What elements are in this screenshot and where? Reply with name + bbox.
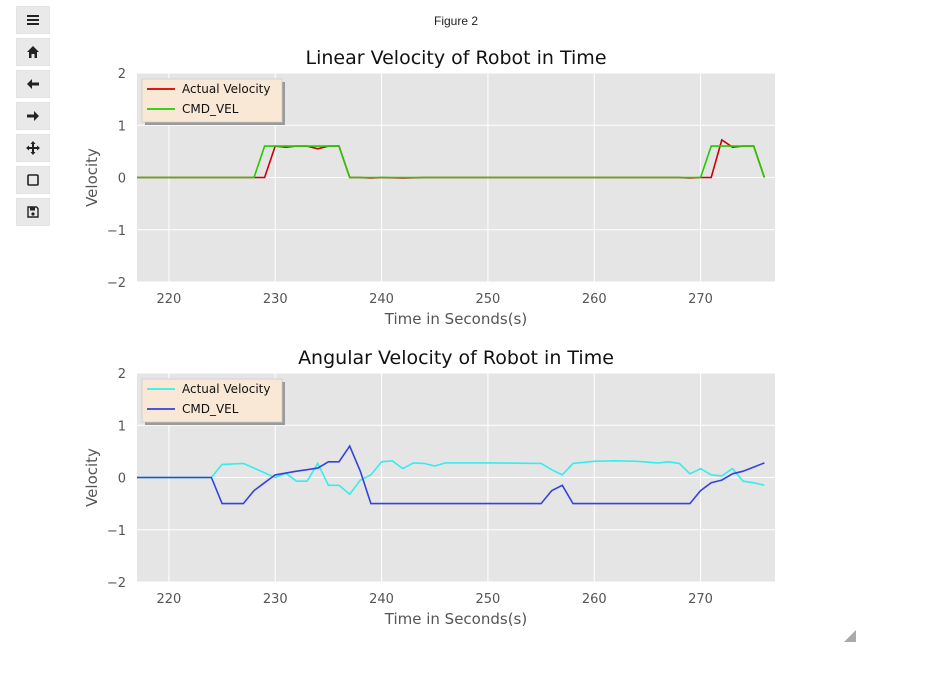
legend-label: CMD_VEL xyxy=(182,102,239,116)
y-tick-label: 0 xyxy=(118,472,126,487)
legend-label: Actual Velocity xyxy=(182,382,270,396)
legend-box xyxy=(141,378,283,423)
forward-button[interactable] xyxy=(16,102,50,130)
y-tick-label: 1 xyxy=(118,119,126,134)
save-icon xyxy=(27,206,39,218)
x-tick-label: 250 xyxy=(475,292,500,307)
series-line-1 xyxy=(137,459,765,496)
x-tick-label: 220 xyxy=(156,592,181,607)
legend-label: Actual Velocity xyxy=(182,82,270,96)
zoom-rect-icon xyxy=(27,174,39,186)
home-button[interactable] xyxy=(16,38,50,66)
y-tick-label: −2 xyxy=(107,576,126,591)
save-button[interactable] xyxy=(16,198,50,226)
x-tick-label: 230 xyxy=(263,592,288,607)
x-tick-label: 240 xyxy=(369,292,394,307)
back-icon xyxy=(27,79,39,89)
x-tick-label: 250 xyxy=(475,592,500,607)
toolbar xyxy=(16,6,50,230)
x-tick-label: 240 xyxy=(369,592,394,607)
zoom-rect-button[interactable] xyxy=(16,166,50,194)
chart-title: Linear Velocity of Robot in Time xyxy=(305,47,606,69)
x-tick-label: 260 xyxy=(582,292,607,307)
y-tick-label: 2 xyxy=(118,367,126,382)
y-tick-label: −1 xyxy=(107,524,126,539)
menu-icon xyxy=(27,15,39,25)
y-axis-label: Velocity xyxy=(83,148,101,207)
figure-canvas[interactable]: 220 230 240 250 260 270 2 1 0 −1 −2 Linear Velocity… xyxy=(0,0,912,675)
back-button[interactable] xyxy=(16,70,50,98)
x-axis-label: Time in Seconds(s) xyxy=(384,310,527,328)
y-tick-label: −1 xyxy=(107,224,126,239)
menu-button[interactable] xyxy=(16,6,50,34)
legend-label: CMD_VEL xyxy=(182,402,239,416)
chart-1: 220 230 240 250 260 270 2 1 0 −1 −2 Linear Velocity… xyxy=(83,47,775,328)
resize-grip-icon[interactable] xyxy=(844,630,856,642)
y-tick-label: 2 xyxy=(118,67,126,82)
chart-title: Angular Velocity of Robot in Time xyxy=(298,347,614,369)
y-tick-label: 0 xyxy=(118,172,126,187)
x-tick-label: 270 xyxy=(688,292,713,307)
series-line-2 xyxy=(137,444,765,505)
y-axis-label: Velocity xyxy=(83,448,101,507)
pan-icon xyxy=(26,141,40,155)
x-tick-label: 270 xyxy=(688,592,713,607)
chart-2: 220 230 240 250 260 270 2 1 0 −1 −2 Angular Velocit… xyxy=(83,347,775,628)
home-icon xyxy=(27,46,39,58)
legend-box xyxy=(141,78,283,123)
forward-icon xyxy=(27,111,39,121)
x-tick-label: 220 xyxy=(156,292,181,307)
x-axis-label: Time in Seconds(s) xyxy=(384,610,527,628)
series-line-2 xyxy=(137,145,766,179)
figure-title: Figure 2 xyxy=(433,14,479,28)
x-tick-label: 260 xyxy=(582,592,607,607)
x-tick-label: 230 xyxy=(263,292,288,307)
y-tick-label: −2 xyxy=(107,276,126,291)
pan-button[interactable] xyxy=(16,134,50,162)
y-tick-label: 1 xyxy=(118,419,126,434)
